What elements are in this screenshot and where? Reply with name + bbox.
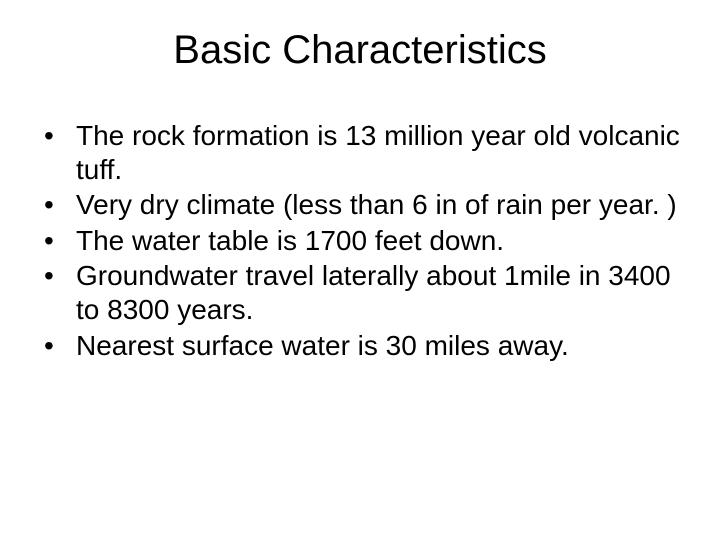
bullet-list: The rock formation is 13 million year ol… (34, 119, 686, 362)
list-item: Nearest surface water is 30 miles away. (38, 329, 686, 363)
slide: Basic Characteristics The rock formation… (0, 0, 720, 540)
list-item: Groundwater travel laterally about 1mile… (38, 259, 686, 326)
list-item: The water table is 1700 feet down. (38, 224, 686, 258)
list-item: The rock formation is 13 million year ol… (38, 119, 686, 186)
list-item: Very dry climate (less than 6 in of rain… (38, 188, 686, 222)
slide-title: Basic Characteristics (34, 28, 686, 73)
